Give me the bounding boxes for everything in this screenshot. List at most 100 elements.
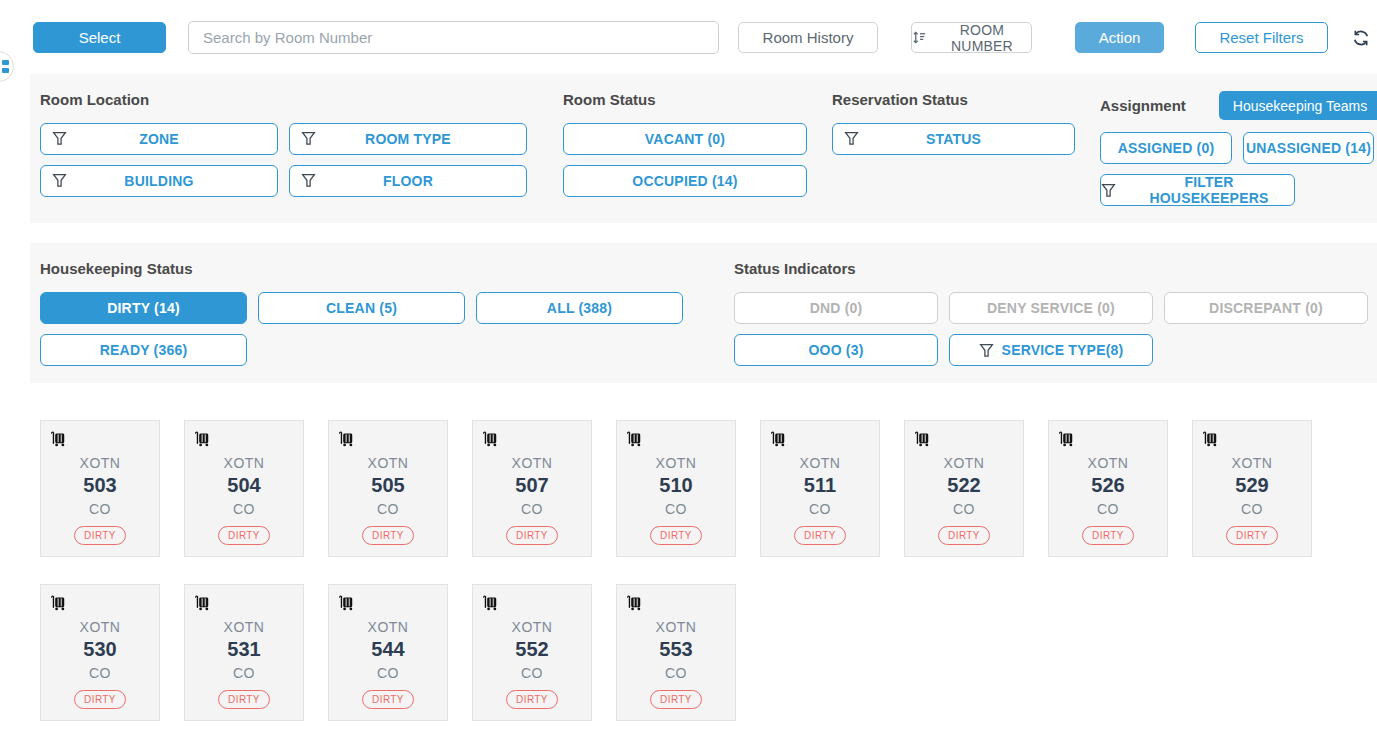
room-dirty-badge: DIRTY [506,526,558,545]
room-status-title: Room Status [563,91,807,108]
room-card[interactable]: XOTN 552 CO DIRTY [472,584,592,721]
zone-label: ZONE [139,131,179,147]
room-dirty-badge: DIRTY [218,690,270,709]
room-dirty-badge: DIRTY [1226,526,1278,545]
housekeeping-cart-icon [194,430,211,451]
room-card[interactable]: XOTN 522 CO DIRTY [904,420,1024,557]
search-room-input[interactable] [188,21,719,54]
room-hotel-code: XOTN [617,619,735,635]
room-card[interactable]: XOTN 526 CO DIRTY [1048,420,1168,557]
all-filter-button[interactable]: ALL (388) [476,292,683,324]
room-card[interactable]: XOTN 531 CO DIRTY [184,584,304,721]
clean-filter-button[interactable]: CLEAN (5) [258,292,465,324]
room-hotel-code: XOTN [185,619,303,635]
room-hotel-code: XOTN [185,455,303,471]
filters-panel-bottom: Housekeeping Status DIRTY (14) CLEAN (5)… [30,243,1377,383]
room-dirty-badge: DIRTY [506,690,558,709]
vacant-filter-button[interactable]: VACANT (0) [563,123,807,155]
housekeeping-cart-icon [50,430,67,451]
filter-housekeepers-label: FILTER HOUSEKEEPERS [1124,174,1294,206]
room-card[interactable]: XOTN 505 CO DIRTY [328,420,448,557]
ooo-filter-button[interactable]: OOO (3) [734,334,938,366]
housekeeping-cart-icon [482,430,499,451]
refresh-icon[interactable] [1352,29,1370,47]
room-hotel-code: XOTN [1193,455,1311,471]
room-reservation-status: CO [41,501,159,517]
building-filter-button[interactable]: BUILDING [40,165,278,197]
action-button[interactable]: Action [1075,22,1164,53]
floor-label: FLOOR [383,173,433,189]
unassigned-filter-button[interactable]: UNASSIGNED (14) [1243,132,1374,164]
deny-service-filter-button[interactable]: DENY SERVICE (0) [949,292,1153,324]
service-type-filter-button[interactable]: SERVICE TYPE(8) [949,334,1153,366]
room-hotel-code: XOTN [617,455,735,471]
room-reservation-status: CO [473,665,591,681]
reservation-status-filter-button[interactable]: STATUS [832,123,1075,155]
room-dirty-badge: DIRTY [74,526,126,545]
housekeeping-cart-icon [338,594,355,615]
housekeeping-cart-icon [482,594,499,615]
housekeeping-teams-button[interactable]: Housekeeping Teams [1219,91,1377,120]
room-dirty-badge: DIRTY [938,526,990,545]
reset-filters-button[interactable]: Reset Filters [1195,22,1328,53]
room-card[interactable]: XOTN 511 CO DIRTY [760,420,880,557]
room-hotel-code: XOTN [1049,455,1167,471]
room-card[interactable]: XOTN 530 CO DIRTY [40,584,160,721]
room-number: 504 [185,474,303,497]
assigned-filter-button[interactable]: ASSIGNED (0) [1100,132,1232,164]
room-reservation-status: CO [1049,501,1167,517]
room-number: 510 [617,474,735,497]
sort-room-number-button[interactable]: ROOM NUMBER [911,22,1032,53]
select-button[interactable]: Select [33,22,166,53]
room-type-filter-button[interactable]: ROOM TYPE [289,123,527,155]
room-history-button[interactable]: Room History [738,22,878,53]
filter-funnel-icon [301,131,316,149]
discrepant-filter-button[interactable]: DISCREPANT (0) [1164,292,1368,324]
housekeeping-status-section: Housekeeping Status DIRTY (14) CLEAN (5)… [40,260,683,366]
room-dirty-badge: DIRTY [362,690,414,709]
room-reservation-status: CO [761,501,879,517]
room-hotel-code: XOTN [329,455,447,471]
room-card[interactable]: XOTN 504 CO DIRTY [184,420,304,557]
room-number: 505 [329,474,447,497]
room-status-section: Room Status VACANT (0) OCCUPIED (14) [563,91,807,206]
reservation-status-label: STATUS [926,131,981,147]
room-location-section: Room Location ZONE ROOM TYPE [40,91,538,206]
reservation-status-section: Reservation Status STATUS [832,91,1075,206]
room-number: 553 [617,638,735,661]
status-indicators-section: Status Indicators DND (0) DENY SERVICE (… [734,260,1377,366]
room-card[interactable]: XOTN 529 CO DIRTY [1192,420,1312,557]
room-reservation-status: CO [905,501,1023,517]
room-card[interactable]: XOTN 507 CO DIRTY [472,420,592,557]
room-card[interactable]: XOTN 503 CO DIRTY [40,420,160,557]
room-card[interactable]: XOTN 553 CO DIRTY [616,584,736,721]
floor-filter-button[interactable]: FLOOR [289,165,527,197]
housekeeping-cart-icon [914,430,931,451]
housekeeping-cart-icon [338,430,355,451]
housekeeping-cart-icon [626,594,643,615]
zone-filter-button[interactable]: ZONE [40,123,278,155]
room-hotel-code: XOTN [329,619,447,635]
room-reservation-status: CO [329,501,447,517]
service-type-label: SERVICE TYPE(8) [1002,342,1124,358]
filters-panel-top: Room Location ZONE ROOM TYPE [30,74,1377,223]
dirty-filter-button[interactable]: DIRTY (14) [40,292,247,324]
panel-toggle-button[interactable] [0,51,14,82]
room-number: 503 [41,474,159,497]
ready-filter-button[interactable]: READY (366) [40,334,247,366]
room-hotel-code: XOTN [473,455,591,471]
room-card[interactable]: XOTN 510 CO DIRTY [616,420,736,557]
room-type-label: ROOM TYPE [365,131,451,147]
housekeeping-cart-icon [1202,430,1219,451]
room-number: 507 [473,474,591,497]
dnd-filter-button[interactable]: DND (0) [734,292,938,324]
room-card[interactable]: XOTN 544 CO DIRTY [328,584,448,721]
room-reservation-status: CO [617,665,735,681]
housekeeping-cart-icon [626,430,643,451]
filter-funnel-icon [1101,183,1116,198]
room-dirty-badge: DIRTY [650,690,702,709]
occupied-filter-button[interactable]: OCCUPIED (14) [563,165,807,197]
room-hotel-code: XOTN [761,455,879,471]
filter-housekeepers-button[interactable]: FILTER HOUSEKEEPERS [1100,174,1295,206]
room-dirty-badge: DIRTY [218,526,270,545]
